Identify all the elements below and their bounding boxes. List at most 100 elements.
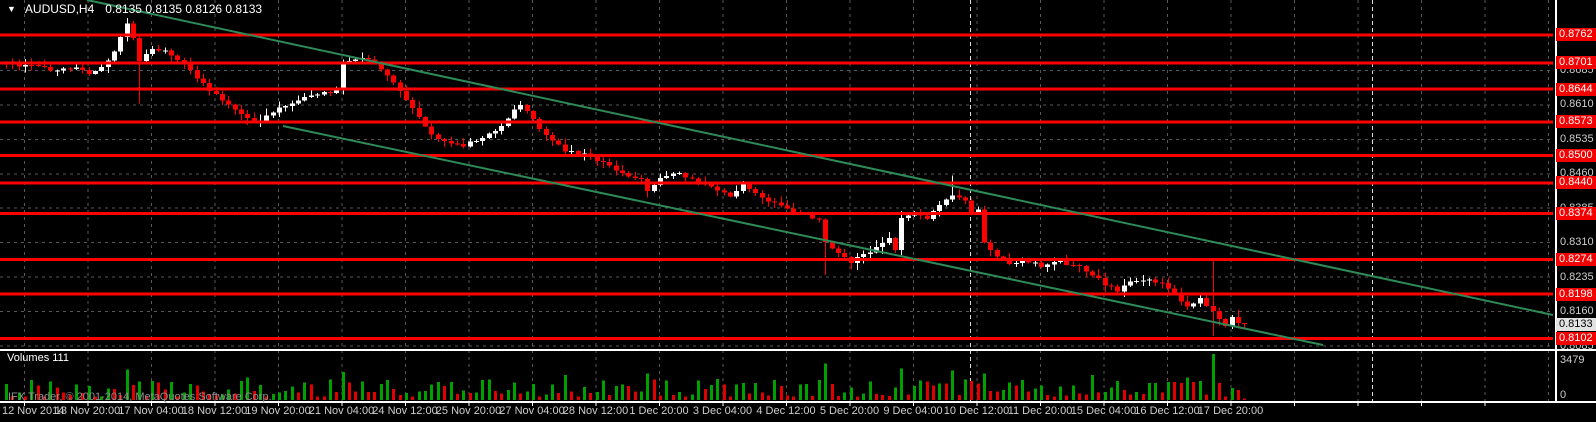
candle-body bbox=[830, 241, 835, 249]
time-axis[interactable]: 12 Nov 2014 13 Nov 20:00 17 Nov 04:00 18 No… bbox=[0, 402, 1596, 422]
time-axis-tick bbox=[1103, 403, 1105, 406]
volume-bar bbox=[303, 382, 306, 400]
volume-bar bbox=[469, 392, 472, 400]
volume-bar bbox=[1243, 398, 1246, 400]
candle-body bbox=[36, 64, 41, 66]
candle-body bbox=[868, 252, 873, 255]
volume-bar bbox=[1034, 388, 1037, 400]
candle-body bbox=[391, 75, 396, 83]
volume-bar bbox=[653, 379, 656, 400]
candle-body bbox=[309, 95, 314, 97]
candle-body bbox=[1071, 264, 1076, 266]
candle-body bbox=[760, 192, 765, 198]
volume-bar bbox=[767, 395, 770, 400]
volume-bar bbox=[1231, 388, 1234, 400]
volume-bar bbox=[532, 384, 535, 400]
candle-body bbox=[614, 165, 619, 171]
volume-bar bbox=[773, 380, 776, 400]
volume-bar bbox=[881, 395, 884, 400]
time-axis-label: 25 Nov 20:00 bbox=[435, 405, 502, 417]
volume-bar bbox=[30, 380, 33, 400]
volume-bar bbox=[164, 389, 167, 400]
volume-bar bbox=[621, 384, 624, 400]
volume-bar bbox=[88, 386, 91, 400]
time-axis-tick bbox=[659, 403, 660, 406]
time-axis-label: 17 Nov 04:00 bbox=[118, 405, 184, 417]
candle-body bbox=[652, 184, 657, 191]
volume-bar bbox=[81, 392, 84, 400]
candle-body bbox=[645, 178, 650, 191]
volume-bar bbox=[843, 392, 846, 400]
volume-bar bbox=[716, 378, 719, 400]
candle-body bbox=[696, 178, 701, 183]
time-axis-label: 27 Nov 04:00 bbox=[499, 405, 565, 417]
candle-body bbox=[137, 37, 142, 62]
candle-body bbox=[461, 143, 466, 147]
candle-body bbox=[671, 173, 676, 176]
time-axis-label: 4 Dec 12:00 bbox=[756, 405, 816, 417]
volume-bar bbox=[1123, 390, 1126, 400]
volume-bar bbox=[570, 391, 573, 400]
candle-body bbox=[144, 53, 149, 62]
candle-body bbox=[366, 58, 371, 60]
volume-bar bbox=[132, 385, 135, 400]
candle-body bbox=[410, 99, 415, 108]
trend-channel-line[interactable] bbox=[282, 125, 1324, 346]
candle-body bbox=[880, 242, 885, 248]
symbol-dropdown-icon[interactable]: ▼ bbox=[7, 4, 16, 14]
candle-body bbox=[252, 118, 257, 121]
chart-title-overlay: ▼ AUDUSD,H4 0.8135 0.8135 0.8126 0.8133 bbox=[7, 2, 262, 16]
volume-bar bbox=[824, 363, 827, 400]
volume-bar bbox=[49, 381, 52, 400]
volume-bar bbox=[284, 390, 287, 400]
candle-body bbox=[1045, 264, 1050, 268]
price-axis-label: 0.8610 bbox=[1560, 98, 1594, 111]
candle-body bbox=[893, 238, 898, 251]
time-axis-tick bbox=[1421, 403, 1422, 406]
level-price-badge: 0.8374 bbox=[1556, 206, 1596, 220]
volume-bar bbox=[392, 389, 395, 400]
volume-bar bbox=[1161, 392, 1164, 400]
volume-bar bbox=[1205, 394, 1208, 400]
volume-bar bbox=[373, 392, 376, 400]
volume-bar bbox=[272, 394, 275, 400]
volume-bar bbox=[202, 391, 205, 400]
candle-body bbox=[1179, 293, 1184, 302]
volume-bar bbox=[723, 384, 726, 400]
volume-bar bbox=[107, 388, 110, 400]
candle-body bbox=[677, 173, 682, 175]
volume-bar bbox=[1154, 382, 1157, 400]
volume-bar bbox=[342, 372, 345, 400]
candle-body bbox=[1122, 285, 1127, 292]
price-axis[interactable]: 0.86850.86100.85350.84600.83850.83100.82… bbox=[1556, 0, 1596, 422]
candle-body bbox=[347, 60, 352, 62]
volume-bar bbox=[704, 389, 707, 400]
volume-bar bbox=[977, 383, 980, 400]
volume-bar bbox=[894, 387, 897, 400]
volume-bar bbox=[5, 384, 8, 400]
volume-bar bbox=[583, 387, 586, 400]
volume-bar bbox=[500, 393, 503, 400]
candle-body bbox=[455, 143, 460, 145]
volume-bar bbox=[735, 384, 738, 400]
candle-body bbox=[563, 144, 568, 152]
candle-body bbox=[1007, 259, 1012, 265]
candle-body bbox=[42, 65, 47, 67]
volume-bar bbox=[367, 391, 370, 400]
time-axis-label: 17 Dec 20:00 bbox=[1197, 405, 1264, 417]
volume-bar bbox=[456, 393, 459, 400]
volume-bar bbox=[602, 380, 605, 400]
candle-body bbox=[1128, 281, 1133, 286]
trend-channel-line[interactable] bbox=[86, 0, 1554, 316]
candle-body bbox=[328, 91, 333, 93]
candle-body bbox=[569, 150, 574, 152]
candle-body bbox=[296, 100, 301, 104]
candle-body bbox=[1103, 278, 1108, 286]
volume-bar bbox=[1046, 395, 1049, 400]
candle-body bbox=[442, 138, 447, 142]
axis-left-border bbox=[1555, 0, 1557, 403]
candle-body bbox=[1191, 303, 1196, 307]
volume-bar bbox=[862, 393, 865, 400]
